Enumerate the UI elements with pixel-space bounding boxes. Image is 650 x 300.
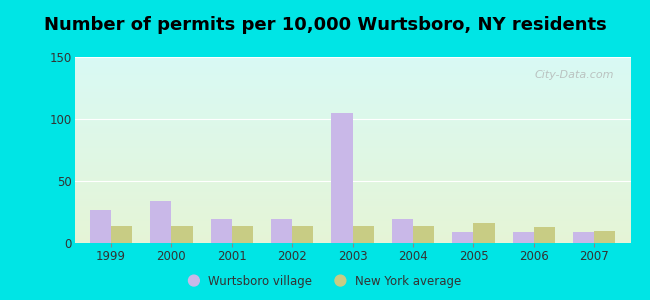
Bar <box>172 226 192 243</box>
Bar <box>392 219 413 243</box>
Bar <box>271 219 293 243</box>
Text: Number of permits per 10,000 Wurtsboro, NY residents: Number of permits per 10,000 Wurtsboro, … <box>44 16 606 34</box>
Bar <box>292 226 313 243</box>
Bar <box>573 232 594 243</box>
Bar <box>352 226 374 243</box>
Bar <box>90 209 111 243</box>
Text: City-Data.com: City-Data.com <box>534 70 614 80</box>
Bar <box>534 227 555 243</box>
Bar <box>232 226 253 243</box>
Bar <box>332 113 352 243</box>
Bar <box>594 231 616 243</box>
Bar <box>413 226 434 243</box>
Bar <box>211 219 232 243</box>
Bar <box>111 226 132 243</box>
Legend: Wurtsboro village, New York average: Wurtsboro village, New York average <box>185 270 465 292</box>
Bar <box>150 201 172 243</box>
Bar <box>473 223 495 243</box>
Bar <box>513 232 534 243</box>
Bar <box>452 232 473 243</box>
